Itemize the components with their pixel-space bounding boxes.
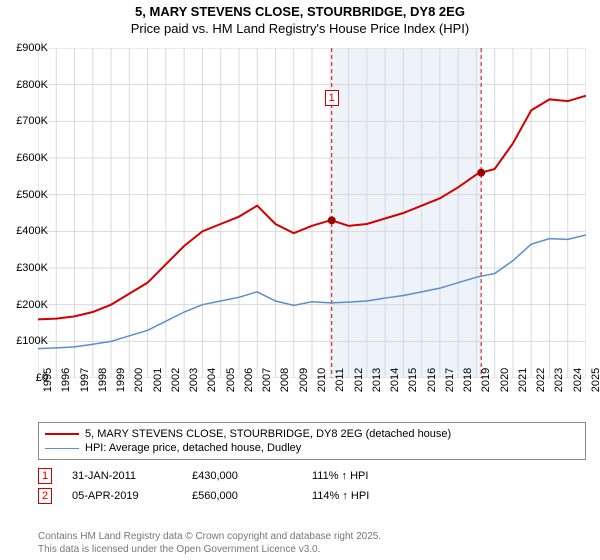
x-tick-label: 2012	[353, 368, 365, 392]
y-tick-label: £100K	[16, 335, 48, 347]
legend-swatch	[45, 433, 79, 435]
x-tick-label: 1995	[42, 368, 54, 392]
x-tick-label: 2009	[298, 368, 310, 392]
legend-row: HPI: Average price, detached house, Dudl…	[45, 441, 579, 455]
chart-svg	[38, 48, 586, 378]
x-tick-label: 2008	[279, 368, 291, 392]
title-line1: 5, MARY STEVENS CLOSE, STOURBRIDGE, DY8 …	[0, 4, 600, 19]
footer-line2: This data is licensed under the Open Gov…	[38, 543, 381, 556]
transaction-row: 1 31-JAN-2011 £430,000 111% ↑ HPI	[38, 466, 586, 486]
x-tick-label: 2006	[243, 368, 255, 392]
x-tick-label: 2019	[480, 368, 492, 392]
x-tick-label: 2016	[426, 368, 438, 392]
x-tick-label: 2005	[225, 368, 237, 392]
x-tick-label: 2023	[553, 368, 565, 392]
x-tick-label: 2014	[389, 368, 401, 392]
y-tick-label: £600K	[16, 152, 48, 164]
transaction-pct: 111% ↑ HPI	[312, 470, 412, 482]
x-tick-label: 1996	[60, 368, 72, 392]
x-tick-label: 2018	[462, 368, 474, 392]
footer-line1: Contains HM Land Registry data © Crown c…	[38, 530, 381, 543]
transaction-marker: 2	[38, 488, 52, 504]
x-tick-label: 2013	[371, 368, 383, 392]
transaction-price: £560,000	[192, 490, 292, 502]
x-tick-label: 2022	[535, 368, 547, 392]
x-tick-label: 1999	[115, 368, 127, 392]
transaction-date: 31-JAN-2011	[72, 470, 172, 482]
transaction-pct: 114% ↑ HPI	[312, 490, 412, 502]
x-tick-label: 2007	[261, 368, 273, 392]
transaction-date: 05-APR-2019	[72, 490, 172, 502]
transaction-marker: 1	[38, 468, 52, 484]
footer: Contains HM Land Registry data © Crown c…	[38, 530, 381, 556]
chart-area	[38, 48, 586, 378]
marker-number-box: 1	[325, 90, 339, 106]
legend-swatch	[45, 448, 79, 449]
x-tick-label: 2004	[206, 368, 218, 392]
y-tick-label: £500K	[16, 189, 48, 201]
x-tick-label: 2021	[517, 368, 529, 392]
y-tick-label: £700K	[16, 115, 48, 127]
y-tick-label: £900K	[16, 42, 48, 54]
legend-label: HPI: Average price, detached house, Dudl…	[85, 442, 301, 454]
x-tick-label: 1998	[97, 368, 109, 392]
y-tick-label: £200K	[16, 299, 48, 311]
legend-label: 5, MARY STEVENS CLOSE, STOURBRIDGE, DY8 …	[85, 428, 451, 440]
transaction-row: 2 05-APR-2019 £560,000 114% ↑ HPI	[38, 486, 586, 506]
legend-box: 5, MARY STEVENS CLOSE, STOURBRIDGE, DY8 …	[38, 422, 586, 460]
legend-row: 5, MARY STEVENS CLOSE, STOURBRIDGE, DY8 …	[45, 427, 579, 441]
x-tick-label: 2010	[316, 368, 328, 392]
y-tick-label: £400K	[16, 225, 48, 237]
x-tick-label: 2025	[590, 368, 600, 392]
transaction-price: £430,000	[192, 470, 292, 482]
y-tick-label: £800K	[16, 79, 48, 91]
x-tick-label: 1997	[79, 368, 91, 392]
x-tick-label: 2020	[499, 368, 511, 392]
x-tick-label: 2015	[407, 368, 419, 392]
chart-container: 5, MARY STEVENS CLOSE, STOURBRIDGE, DY8 …	[0, 0, 600, 560]
x-tick-label: 2011	[334, 368, 346, 392]
x-tick-label: 2003	[188, 368, 200, 392]
title-line2: Price paid vs. HM Land Registry's House …	[0, 21, 600, 36]
y-tick-label: £300K	[16, 262, 48, 274]
title-block: 5, MARY STEVENS CLOSE, STOURBRIDGE, DY8 …	[0, 0, 600, 36]
x-tick-label: 2002	[170, 368, 182, 392]
x-tick-label: 2001	[152, 368, 164, 392]
x-tick-label: 2017	[444, 368, 456, 392]
legend-block: 5, MARY STEVENS CLOSE, STOURBRIDGE, DY8 …	[38, 422, 586, 506]
x-tick-label: 2000	[133, 368, 145, 392]
transaction-rows: 1 31-JAN-2011 £430,000 111% ↑ HPI 2 05-APR-20…	[38, 466, 586, 506]
x-tick-label: 2024	[572, 368, 584, 392]
